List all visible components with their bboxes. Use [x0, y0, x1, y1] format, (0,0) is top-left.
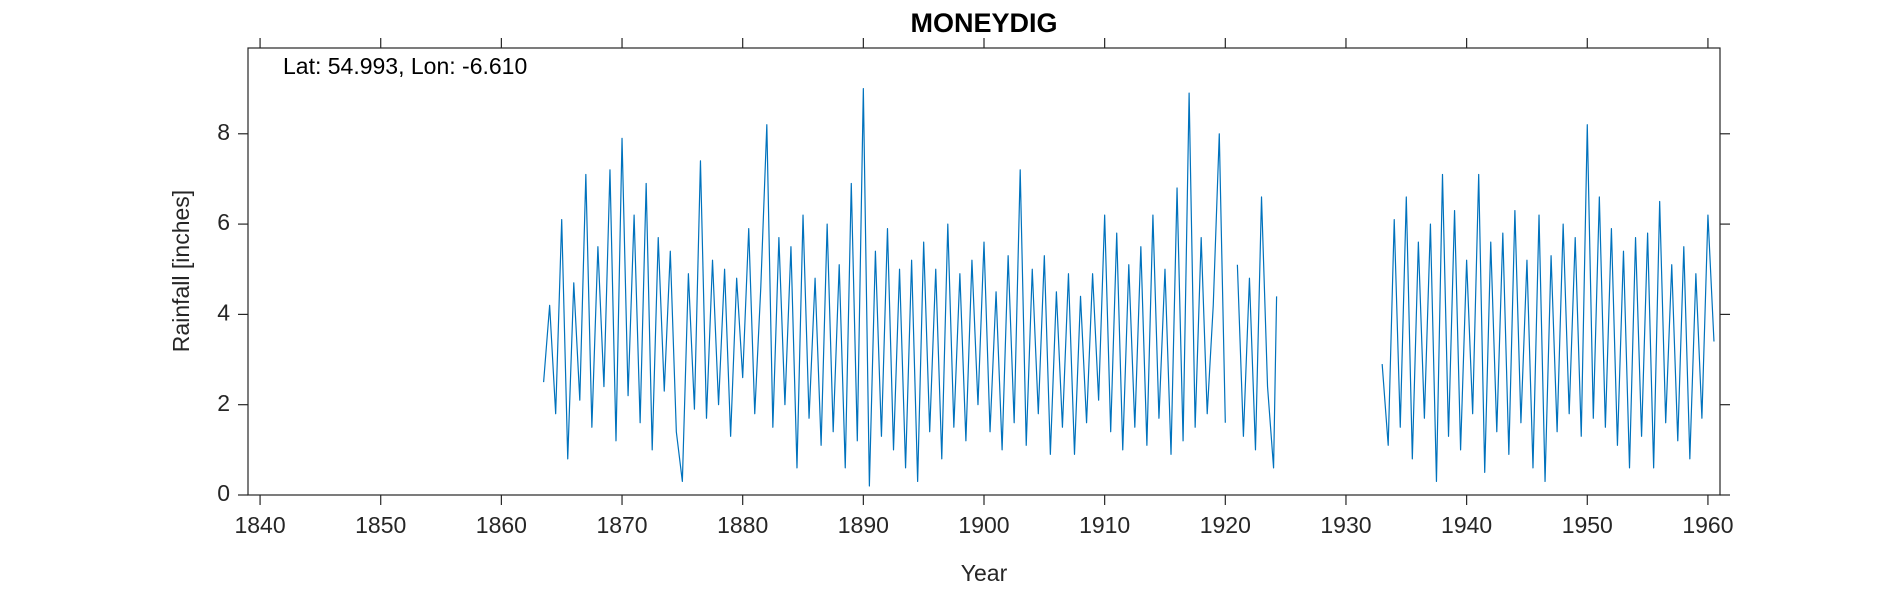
- y-tick-label: 2: [217, 390, 230, 416]
- annotation: Lat: 54.993, Lon: -6.610: [283, 53, 527, 79]
- x-tick-label: 1910: [1079, 512, 1130, 538]
- x-tick-label: 1930: [1320, 512, 1371, 538]
- rainfall-line: [543, 88, 1715, 487]
- chart-title: MONEYDIG: [910, 8, 1057, 38]
- x-tick-label: 1940: [1441, 512, 1492, 538]
- x-tick-label: 1880: [717, 512, 768, 538]
- x-tick-label: 1860: [476, 512, 527, 538]
- y-tick-label: 8: [217, 119, 230, 145]
- x-tick-label: 1950: [1562, 512, 1613, 538]
- x-tick-label: 1870: [596, 512, 647, 538]
- plot-area: [247, 47, 1721, 496]
- y-tick-label: 0: [217, 480, 230, 506]
- y-axis-label: Rainfall [inches]: [168, 190, 194, 352]
- x-tick-label: 1850: [355, 512, 406, 538]
- x-tick-label: 1840: [234, 512, 285, 538]
- x-tick-label: 1890: [838, 512, 889, 538]
- y-tick-label: 4: [217, 299, 230, 325]
- x-tick-label: 1960: [1682, 512, 1733, 538]
- y-tick-label: 6: [217, 209, 230, 235]
- x-axis-label: Year: [961, 560, 1008, 586]
- x-tick-label: 1900: [958, 512, 1009, 538]
- x-tick-label: 1920: [1200, 512, 1251, 538]
